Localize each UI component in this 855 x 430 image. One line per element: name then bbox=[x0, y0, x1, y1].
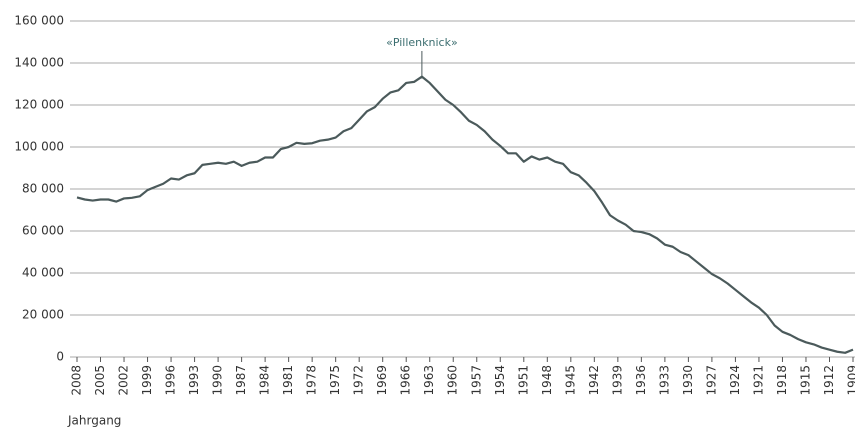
x-tick-label: 1963 bbox=[422, 365, 436, 396]
x-tick-label: 1972 bbox=[352, 365, 366, 396]
x-tick-label: 1915 bbox=[798, 365, 812, 396]
y-tick-label: 120 000 bbox=[14, 98, 64, 112]
x-tick-label: 1996 bbox=[164, 365, 178, 396]
x-tick-label: 1948 bbox=[540, 365, 554, 396]
x-tick-label: 1975 bbox=[328, 365, 342, 396]
x-tick-label: 1987 bbox=[234, 365, 248, 396]
x-tick-label: 1933 bbox=[657, 365, 671, 396]
y-tick-label: 140 000 bbox=[14, 56, 64, 70]
x-tick-label: 1927 bbox=[704, 365, 718, 396]
y-tick-label: 20 000 bbox=[22, 308, 64, 322]
x-tick-label: 1921 bbox=[751, 365, 765, 396]
x-tick-label: 1984 bbox=[258, 365, 272, 396]
data-line bbox=[76, 75, 854, 354]
x-tick-label: 1912 bbox=[822, 365, 836, 396]
x-tick-label: 1960 bbox=[446, 365, 460, 396]
y-tick-label: 60 000 bbox=[22, 224, 64, 238]
x-tick-label: 1981 bbox=[281, 365, 295, 396]
annotation: «Pillenknick» bbox=[386, 36, 458, 49]
x-tick-label: 2005 bbox=[93, 365, 107, 396]
x-tick-label: 1966 bbox=[399, 365, 413, 396]
x-tick-label: 2002 bbox=[117, 365, 131, 396]
x-axis-label: Jahrgang bbox=[67, 414, 121, 428]
y-tick-label: 100 000 bbox=[14, 140, 64, 154]
x-tick-label: 1990 bbox=[211, 365, 225, 396]
x-tick-label: 1978 bbox=[305, 365, 319, 396]
x-tick-label: 1942 bbox=[587, 365, 601, 396]
x-tick-label: 1999 bbox=[140, 365, 154, 396]
x-tick-label: 1930 bbox=[681, 365, 695, 396]
x-tick-label: 2008 bbox=[70, 365, 84, 396]
y-tick-label: 40 000 bbox=[22, 266, 64, 280]
x-tick-label: 1993 bbox=[187, 365, 201, 396]
y-tick-label: 0 bbox=[56, 350, 64, 364]
x-tick-label: 1957 bbox=[469, 365, 483, 396]
x-tick-label: 1936 bbox=[634, 365, 648, 396]
x-tick-label: 1969 bbox=[375, 365, 389, 396]
x-tick-label: 1909 bbox=[846, 365, 855, 396]
x-tick-label: 1945 bbox=[563, 365, 577, 396]
y-tick-label: 80 000 bbox=[22, 182, 64, 196]
x-tick-label: 1918 bbox=[775, 365, 789, 396]
x-tick-label: 1939 bbox=[610, 365, 624, 396]
y-tick-label: 160 000 bbox=[14, 14, 64, 28]
x-tick-label: 1924 bbox=[728, 365, 742, 396]
x-tick-label: 1951 bbox=[516, 365, 530, 396]
x-tick-label: 1954 bbox=[493, 365, 507, 396]
